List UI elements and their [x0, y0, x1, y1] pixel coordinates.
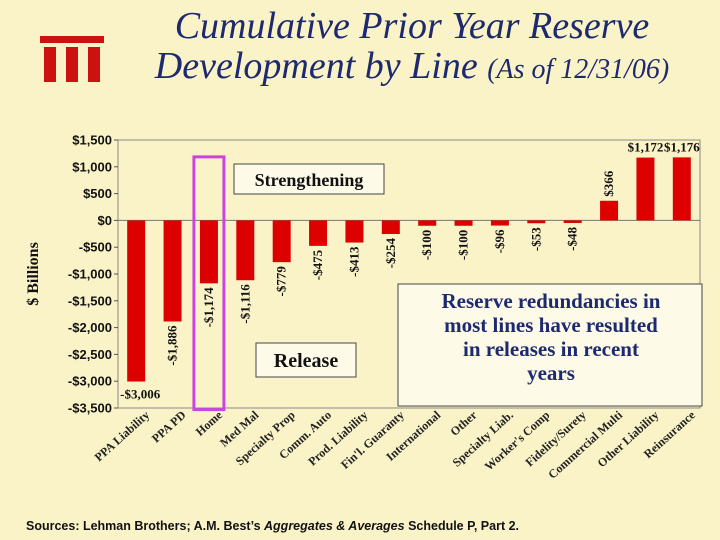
bar	[490, 220, 509, 226]
data-label: -$254	[383, 238, 398, 269]
data-label: $1,176	[664, 139, 700, 154]
title-line-1: Cumulative Prior Year Reserve	[174, 5, 650, 47]
y-tick-label: -$2,000	[68, 320, 112, 335]
source-suffix: Schedule P, Part 2.	[404, 519, 519, 533]
release-annotation: Release	[274, 350, 339, 372]
data-label: -$475	[310, 249, 325, 280]
strengthening-annotation: Strengthening	[255, 170, 364, 190]
source-prefix: Sources: Lehman Brothers; A.M. Best’s	[26, 519, 265, 533]
y-tick-label: $1,500	[72, 133, 112, 148]
data-label: -$1,116	[237, 284, 252, 324]
data-label: -$48	[565, 226, 580, 250]
y-tick-label: $0	[98, 213, 112, 228]
category-label: Fin'l. Guaranty	[338, 408, 407, 472]
data-label: $366	[601, 170, 616, 197]
release-box	[255, 342, 357, 378]
title-line-2-main: Development by Line	[154, 45, 478, 87]
note-line: Reserve redundancies in	[442, 289, 661, 313]
data-label: -$779	[274, 266, 289, 297]
y-tick-label: $500	[83, 186, 112, 201]
data-label: -$96	[492, 229, 507, 253]
bar	[309, 220, 328, 246]
note-line: most lines have resulted	[444, 313, 658, 337]
data-label: -$413	[346, 246, 361, 277]
data-label: $1,172	[628, 140, 664, 155]
bar	[345, 220, 364, 243]
y-tick-label: -$1,500	[68, 293, 112, 308]
strengthening-box	[233, 163, 385, 195]
data-label: -$100	[456, 230, 471, 260]
bar	[127, 220, 146, 382]
highlight-box	[192, 155, 226, 412]
source-italic: Aggregates & Averages	[264, 519, 405, 533]
y-tick-label: -$2,500	[68, 347, 112, 362]
title-line-2-date: (As of 12/31/06)	[487, 54, 670, 85]
note-line: in releases in recent	[463, 337, 639, 361]
data-label: -$100	[419, 230, 434, 260]
data-label: -$1,886	[165, 325, 180, 366]
bar	[418, 220, 437, 226]
data-label: -$53	[528, 227, 543, 251]
note-box	[397, 283, 703, 407]
bar	[381, 220, 400, 235]
bar	[272, 220, 291, 263]
category-label: PPA PD	[149, 408, 189, 446]
data-label: -$3,006	[120, 387, 161, 402]
y-tick-label: -$3,000	[68, 374, 112, 389]
bar	[454, 220, 473, 226]
title-line-2: Development by Line (As of 12/31/06)	[112, 46, 712, 90]
iii-logo-icon	[40, 36, 104, 82]
y-tick-label: -$500	[79, 240, 112, 255]
bar	[199, 220, 218, 284]
bar	[563, 220, 582, 223]
note-line: years	[527, 361, 575, 385]
category-label: Other	[447, 407, 480, 438]
source-note: Sources: Lehman Brothers; A.M. Best’s Ag…	[26, 519, 519, 533]
page-title: Cumulative Prior Year Reserve Developmen…	[112, 6, 712, 90]
y-tick-label: -$3,500	[68, 401, 112, 416]
category-label: PPA Liability	[92, 408, 152, 464]
bar	[672, 157, 691, 221]
bar	[163, 220, 182, 322]
bar	[527, 220, 546, 224]
y-axis-label: $ Billions	[25, 242, 42, 306]
bar	[636, 157, 655, 221]
bar	[600, 200, 619, 221]
y-tick-label: $1,000	[72, 159, 112, 174]
bar	[236, 220, 255, 281]
y-tick-label: -$1,000	[68, 267, 112, 282]
data-label: -$1,174	[201, 287, 216, 328]
category-label: Home	[193, 407, 226, 438]
